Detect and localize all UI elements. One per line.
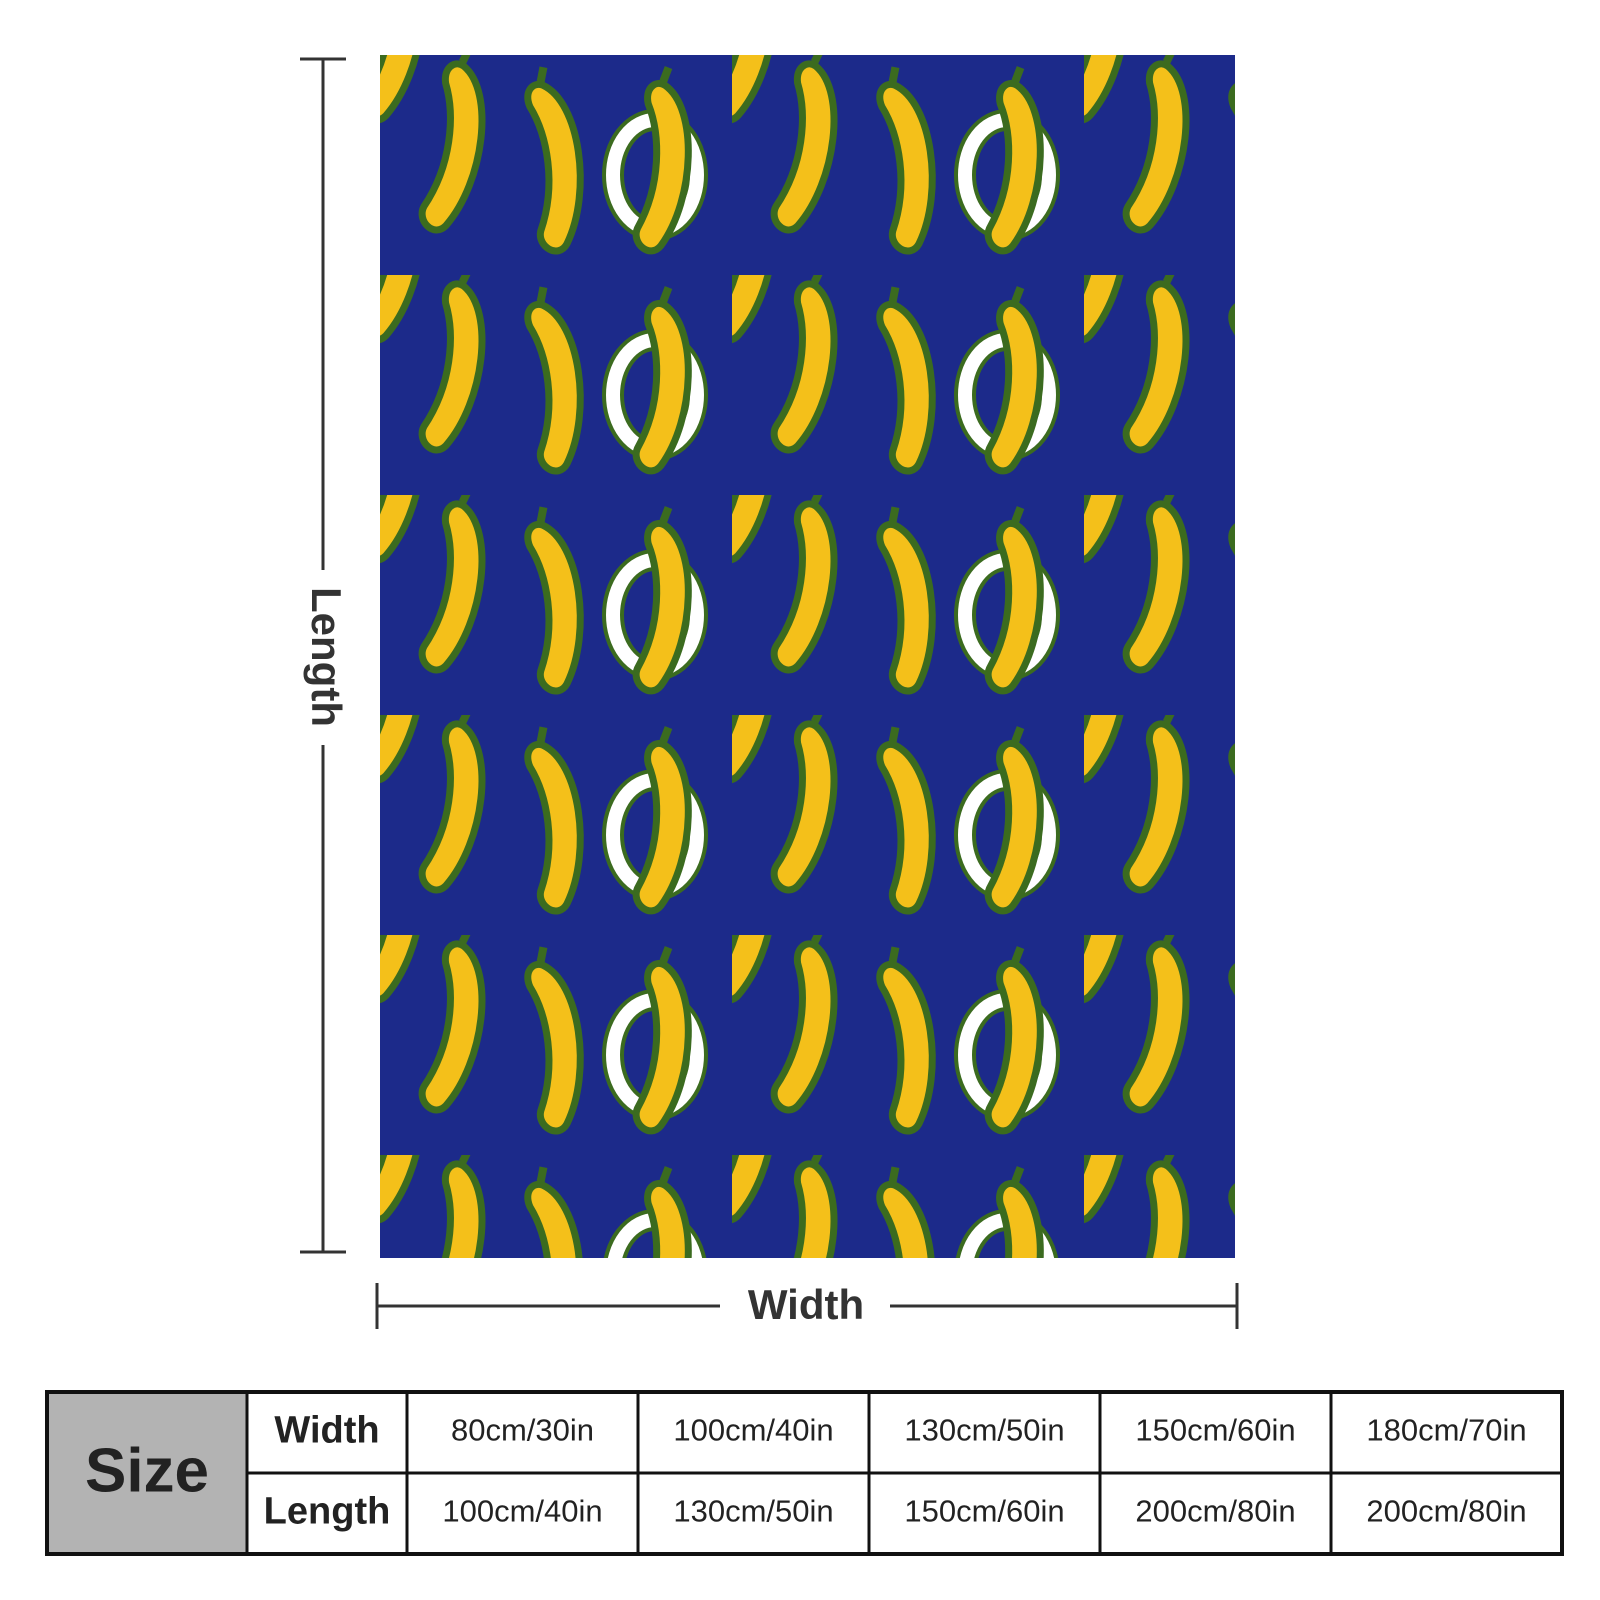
size-value: 100cm/40in — [673, 1413, 833, 1448]
row-label: Width — [274, 1410, 379, 1452]
table-frame — [45, 1390, 1564, 1556]
blanket — [380, 55, 1235, 1258]
length-label: Length — [303, 587, 350, 727]
size-cell — [47, 1392, 247, 1554]
size-value: 180cm/70in — [1366, 1413, 1526, 1448]
width-dimension: Width — [375, 1281, 1239, 1329]
size-value: 80cm/30in — [451, 1413, 594, 1448]
row-label: Length — [264, 1491, 391, 1533]
size-value: 150cm/60in — [1135, 1413, 1295, 1448]
size-value: 130cm/50in — [904, 1413, 1064, 1448]
width-label: Width — [748, 1281, 864, 1328]
size-value: 100cm/40in — [442, 1494, 602, 1529]
size-value: 130cm/50in — [673, 1494, 833, 1529]
size-header: Size — [85, 1436, 209, 1505]
length-dimension: Length — [300, 57, 350, 1254]
size-value: 200cm/80in — [1135, 1494, 1295, 1529]
size-value: 150cm/60in — [904, 1494, 1064, 1529]
size-table: Size Width 80cm/30in 100cm/40in 130cm/50in 1… — [45, 1390, 1564, 1556]
size-value: 200cm/80in — [1366, 1494, 1526, 1529]
